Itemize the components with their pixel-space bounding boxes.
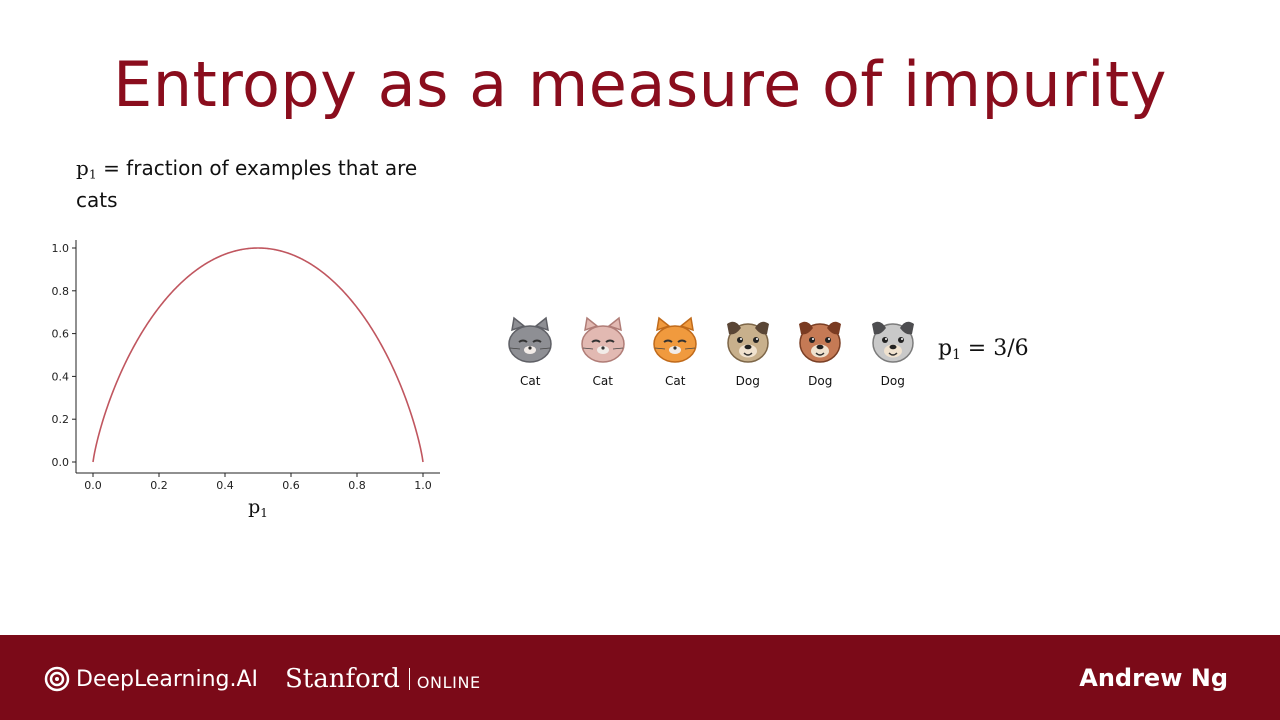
x-axis-label: p1 bbox=[248, 496, 268, 520]
animal-row: Cat Cat Cat bbox=[494, 316, 929, 388]
logo-divider bbox=[408, 668, 410, 690]
y-tick-label: 1.0 bbox=[52, 242, 70, 255]
animal-item: Dog bbox=[712, 316, 785, 388]
animal-label: Cat bbox=[592, 374, 613, 388]
p1-ratio: p1 = 3/6 bbox=[938, 336, 1029, 363]
animal-label: Cat bbox=[520, 374, 541, 388]
p1-symbol: p1 bbox=[76, 156, 97, 182]
animal-item: Cat bbox=[567, 316, 640, 388]
gray-dog-icon bbox=[857, 316, 930, 366]
y-tick-label: 0.0 bbox=[52, 456, 70, 469]
footer-bar bbox=[0, 635, 1280, 720]
stanford-online-logo: Stanford ONLINE bbox=[285, 664, 481, 694]
x-tick-label: 0.2 bbox=[150, 479, 168, 492]
y-tick-label: 0.6 bbox=[52, 328, 70, 341]
animal-item: Dog bbox=[857, 316, 930, 388]
animal-label: Cat bbox=[665, 374, 686, 388]
p1-definition: p1 = fraction of examples that are cats bbox=[76, 155, 436, 214]
presenter-name: Andrew Ng bbox=[1079, 664, 1228, 692]
y-tick-label: 0.4 bbox=[52, 370, 70, 383]
animal-label: Dog bbox=[880, 374, 905, 388]
x-tick-label: 0.6 bbox=[282, 479, 300, 492]
pink-cat-icon bbox=[567, 316, 640, 366]
animal-label: Dog bbox=[735, 374, 760, 388]
animal-item: Cat bbox=[494, 316, 567, 388]
pug-dog-icon bbox=[712, 316, 785, 366]
deeplearning-icon bbox=[44, 666, 70, 692]
animal-item: Dog bbox=[784, 316, 857, 388]
entropy-chart: 0.0 0.2 0.4 0.6 0.8 1.0 0.0 0.2 0.4 0.6 0.8 1.0 p1 bbox=[52, 240, 440, 520]
brown-dog-icon bbox=[784, 316, 857, 366]
entropy-curve bbox=[92, 247, 424, 463]
orange-cat-icon bbox=[639, 316, 712, 366]
chart-ticks: 0.0 0.2 0.4 0.6 0.8 1.0 0.0 0.2 0.4 0.6 0.8 1.0 bbox=[52, 242, 432, 492]
x-tick-label: 0.4 bbox=[216, 479, 234, 492]
online-text: ONLINE bbox=[416, 672, 481, 692]
x-tick-label: 1.0 bbox=[414, 479, 432, 492]
slide-title: Entropy as a measure of impurity bbox=[113, 48, 1167, 121]
p1-definition-text: = fraction of examples that are cats bbox=[76, 156, 418, 213]
stanford-text: Stanford bbox=[285, 664, 400, 694]
animal-item: Cat bbox=[639, 316, 712, 388]
chart-axes bbox=[75, 240, 440, 474]
animal-label: Dog bbox=[808, 374, 833, 388]
y-tick-label: 0.8 bbox=[52, 285, 70, 298]
y-tick-label: 0.2 bbox=[52, 413, 70, 426]
chart-series bbox=[92, 247, 424, 463]
gray-cat-icon bbox=[494, 316, 567, 366]
x-tick-label: 0.8 bbox=[348, 479, 366, 492]
deeplearning-logo: DeepLearning.AI bbox=[44, 666, 258, 692]
x-tick-label: 0.0 bbox=[84, 479, 102, 492]
deeplearning-text: DeepLearning.AI bbox=[76, 666, 259, 692]
